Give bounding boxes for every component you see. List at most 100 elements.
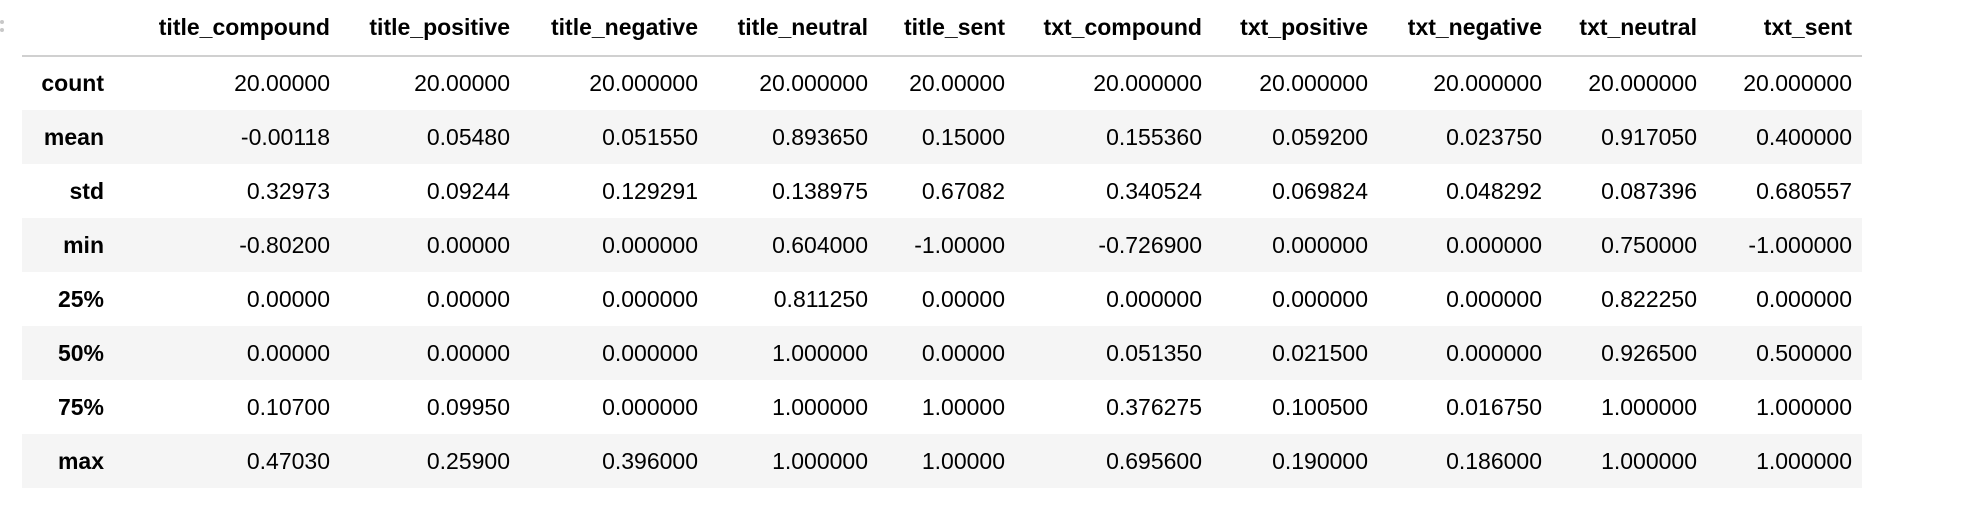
table-cell: -0.726900 — [1098, 231, 1202, 258]
row-index-label: max — [57, 447, 104, 474]
table-cell: 0.129291 — [602, 177, 698, 204]
table-cell: 1.000000 — [1756, 447, 1852, 474]
table-header: title_compound title_positive title_nega… — [22, 0, 1862, 57]
table-cell: -0.80200 — [239, 231, 330, 258]
table-cell: 0.500000 — [1756, 339, 1852, 366]
describe-dataframe-table: title_compound title_positive title_nega… — [22, 0, 1862, 488]
table-row: min -0.80200 0.00000 0.000000 0.604000 -1.000… — [22, 218, 1862, 272]
table-cell: 0.051350 — [1106, 339, 1202, 366]
header-row: title_compound title_positive title_nega… — [22, 0, 1862, 57]
table-cell: 0.00000 — [426, 231, 510, 258]
column-header: txt_negative — [1378, 0, 1552, 57]
table-cell: 0.000000 — [1106, 285, 1202, 312]
table-cell: 0.00000 — [426, 339, 510, 366]
table-cell: 0.190000 — [1272, 447, 1368, 474]
table-cell: 0.021500 — [1272, 339, 1368, 366]
table-cell: 0.396000 — [602, 447, 698, 474]
table-cell: 20.000000 — [1588, 70, 1697, 96]
row-index-label: mean — [43, 123, 104, 150]
table-cell: 0.000000 — [1272, 285, 1368, 312]
row-index-label: 25% — [57, 285, 104, 312]
table-cell: 20.00000 — [234, 70, 330, 96]
cell-gutter-marker — [0, 20, 4, 32]
table-cell: 0.750000 — [1601, 231, 1697, 258]
table-cell: 0.000000 — [1446, 285, 1542, 312]
table-row: 25% 0.00000 0.00000 0.000000 0.811250 0.00000… — [22, 272, 1862, 326]
table-cell: 0.10700 — [246, 393, 330, 420]
table-cell: 0.059200 — [1272, 123, 1368, 150]
table-cell: 0.048292 — [1446, 177, 1542, 204]
table-cell: 0.822250 — [1601, 285, 1697, 312]
table-cell: 0.00000 — [921, 339, 1005, 366]
table-cell: 20.000000 — [1433, 70, 1542, 96]
table-row: count 20.00000 20.00000 20.000000 20.000000 2… — [22, 56, 1862, 110]
table-cell: 20.000000 — [1259, 70, 1368, 96]
table-cell: 20.000000 — [589, 70, 698, 96]
row-index-label: count — [41, 70, 104, 96]
table-cell: 20.000000 — [1093, 70, 1202, 96]
column-header: title_negative — [520, 0, 708, 57]
table-cell: 0.695600 — [1106, 447, 1202, 474]
table-cell: 20.000000 — [1743, 70, 1852, 96]
table-cell: 0.15000 — [921, 123, 1005, 150]
table-cell: 0.05480 — [426, 123, 510, 150]
table-cell: 0.09950 — [426, 393, 510, 420]
table-cell: 0.25900 — [426, 447, 510, 474]
table-cell: 0.000000 — [602, 393, 698, 420]
table-cell: 0.100500 — [1272, 393, 1368, 420]
column-header: txt_positive — [1212, 0, 1378, 57]
index-corner-cell — [22, 0, 126, 57]
table-cell: 0.155360 — [1106, 123, 1202, 150]
column-header: txt_sent — [1707, 0, 1862, 57]
table-cell: 0.051550 — [602, 123, 698, 150]
column-header: title_sent — [878, 0, 1015, 57]
table-cell: 0.000000 — [1446, 231, 1542, 258]
table-cell: 0.000000 — [602, 285, 698, 312]
table-cell: 0.811250 — [773, 285, 868, 312]
table-cell: 1.000000 — [1601, 447, 1697, 474]
table-cell: 1.000000 — [1756, 393, 1852, 420]
table-cell: 1.000000 — [772, 447, 868, 474]
table-cell: 0.00000 — [246, 285, 330, 312]
column-header: txt_neutral — [1552, 0, 1707, 57]
table-cell: 0.00000 — [921, 285, 1005, 312]
table-row: mean -0.00118 0.05480 0.051550 0.893650 0.150… — [22, 110, 1862, 164]
table-cell: -1.000000 — [1748, 231, 1852, 258]
table-cell: 0.340524 — [1106, 177, 1202, 204]
row-index-label: 50% — [57, 339, 104, 366]
table-cell: 1.000000 — [772, 339, 868, 366]
table-cell: 0.069824 — [1272, 177, 1368, 204]
table-row: 75% 0.10700 0.09950 0.000000 1.000000 1.00000… — [22, 380, 1862, 434]
table-cell: 0.000000 — [1272, 231, 1368, 258]
table-cell: 0.09244 — [426, 177, 510, 204]
table-cell: 0.376275 — [1106, 393, 1202, 420]
table-row: 50% 0.00000 0.00000 0.000000 1.000000 0.00000… — [22, 326, 1862, 380]
table-cell: 0.32973 — [246, 177, 330, 204]
table-cell: 0.000000 — [602, 231, 698, 258]
table-cell: 0.400000 — [1756, 123, 1852, 150]
table-cell: 1.00000 — [921, 447, 1005, 474]
table-cell: -1.00000 — [914, 231, 1005, 258]
table-cell: 0.680557 — [1756, 177, 1852, 204]
table-cell: 0.016750 — [1446, 393, 1542, 420]
table-row: std 0.32973 0.09244 0.129291 0.138975 0.67082… — [22, 164, 1862, 218]
table-cell: 1.000000 — [772, 393, 868, 420]
table-cell: 0.917050 — [1601, 123, 1697, 150]
column-header: title_neutral — [708, 0, 878, 57]
table-cell: 20.000000 — [759, 70, 868, 96]
table-cell: 1.00000 — [921, 393, 1005, 420]
table-cell: 0.023750 — [1446, 123, 1542, 150]
table-cell: 0.893650 — [772, 123, 868, 150]
table-cell: 0.000000 — [1756, 285, 1852, 312]
table-cell: 0.186000 — [1446, 447, 1542, 474]
table-cell: 0.000000 — [602, 339, 698, 366]
row-index-label: std — [69, 177, 105, 204]
table-cell: -0.00118 — [240, 123, 330, 150]
table-cell: 0.47030 — [246, 447, 330, 474]
table-cell: 20.00000 — [909, 70, 1005, 96]
table-cell: 0.138975 — [772, 177, 868, 204]
table-body: count 20.00000 20.00000 20.000000 20.000000 2… — [22, 56, 1862, 488]
column-header: title_positive — [340, 0, 520, 57]
row-index-label: min — [63, 231, 104, 258]
table-cell: 0.00000 — [246, 339, 330, 366]
